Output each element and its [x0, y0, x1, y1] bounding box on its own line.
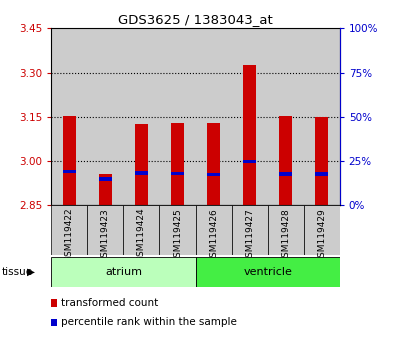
- Bar: [51, 28, 87, 205]
- Bar: [231, 28, 267, 205]
- Bar: [207, 173, 220, 176]
- Bar: [315, 118, 328, 205]
- Text: GSM119426: GSM119426: [209, 208, 218, 263]
- Bar: [279, 172, 292, 176]
- Text: GSM119427: GSM119427: [245, 208, 254, 263]
- Bar: [135, 171, 148, 175]
- Bar: [99, 175, 112, 205]
- Bar: [243, 65, 256, 205]
- Bar: [87, 205, 123, 255]
- Text: ventricle: ventricle: [243, 267, 292, 277]
- Bar: [51, 257, 196, 287]
- Bar: [171, 172, 184, 175]
- Text: GSM119429: GSM119429: [317, 208, 326, 263]
- Text: GSM119423: GSM119423: [101, 208, 110, 263]
- Text: GSM119422: GSM119422: [65, 208, 74, 262]
- Bar: [171, 123, 184, 205]
- Bar: [160, 28, 196, 205]
- Bar: [207, 123, 220, 205]
- Bar: [267, 28, 304, 205]
- Bar: [304, 205, 340, 255]
- Bar: [99, 177, 112, 181]
- Text: transformed count: transformed count: [61, 298, 159, 308]
- Bar: [196, 28, 231, 205]
- Bar: [63, 170, 76, 173]
- Bar: [51, 205, 87, 255]
- Bar: [196, 205, 231, 255]
- Bar: [279, 116, 292, 205]
- Text: tissue: tissue: [2, 267, 33, 277]
- Bar: [123, 205, 160, 255]
- Bar: [243, 160, 256, 164]
- Title: GDS3625 / 1383043_at: GDS3625 / 1383043_at: [118, 13, 273, 26]
- Text: GSM119424: GSM119424: [137, 208, 146, 262]
- Bar: [87, 28, 123, 205]
- Bar: [304, 28, 340, 205]
- Bar: [315, 172, 328, 176]
- Text: atrium: atrium: [105, 267, 142, 277]
- Bar: [135, 124, 148, 205]
- Bar: [160, 205, 196, 255]
- Bar: [123, 28, 160, 205]
- Text: ▶: ▶: [27, 267, 35, 277]
- Bar: [267, 205, 304, 255]
- Bar: [196, 257, 340, 287]
- Bar: [231, 205, 267, 255]
- Bar: [63, 116, 76, 205]
- Text: percentile rank within the sample: percentile rank within the sample: [61, 318, 237, 327]
- Text: GSM119425: GSM119425: [173, 208, 182, 263]
- Text: GSM119428: GSM119428: [281, 208, 290, 263]
